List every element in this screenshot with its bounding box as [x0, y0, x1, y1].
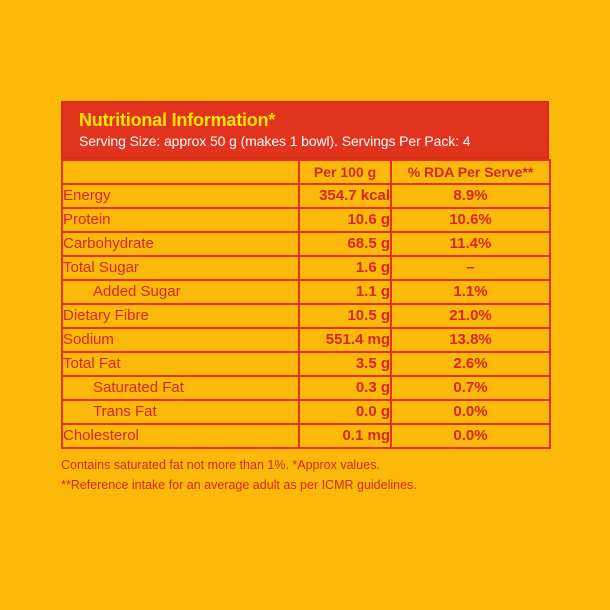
table-row: Total Sugar 1.6 g –: [61, 255, 551, 281]
per-100g-value: 0.1 mg: [298, 423, 392, 449]
rda-value: 1.1%: [390, 279, 551, 305]
per-100g-value: 68.5 g: [298, 231, 392, 257]
per-100g-value: 0.3 g: [298, 375, 392, 401]
table-row: Dietary Fibre 10.5 g 21.0%: [61, 303, 551, 329]
rda-value: 13.8%: [390, 327, 551, 353]
table-row: Trans Fat 0.0 g 0.0%: [61, 399, 551, 425]
nutrient-name: Dietary Fibre: [61, 303, 300, 329]
nutrition-title: Nutritional Information*: [79, 110, 276, 130]
table-row: Energy 354.7 kcal 8.9%: [61, 183, 551, 209]
serving-size-text: Serving Size: approx 50 g (makes 1 bowl)…: [79, 133, 471, 149]
nutrient-name: Saturated Fat: [61, 375, 300, 401]
nutrient-name: Carbohydrate: [61, 231, 300, 257]
table-row: Sodium 551.4 mg 13.8%: [61, 327, 551, 353]
nutrition-table: Per 100 g % RDA Per Serve** Energy 354.7 …: [61, 159, 551, 449]
table-row: Added Sugar 1.1 g 1.1%: [61, 279, 551, 305]
column-header-nutrient: [61, 159, 300, 185]
nutrition-table-body: Energy 354.7 kcal 8.9% Protein 10.6 g 10.6% Ca…: [61, 183, 551, 449]
nutrition-panel: Nutritional Information* Serving Size: a…: [61, 101, 551, 495]
column-header-per-100g: Per 100 g: [298, 159, 392, 185]
rda-value: 11.4%: [390, 231, 551, 257]
nutrition-header: Nutritional Information* Serving Size: a…: [61, 101, 549, 159]
per-100g-value: 354.7 kcal: [298, 183, 392, 209]
per-100g-value: 1.6 g: [298, 255, 392, 281]
per-100g-value: 0.0 g: [298, 399, 392, 425]
footnote: Contains saturated fat not more than 1%.…: [61, 458, 380, 472]
footnote: **Reference intake for an average adult …: [61, 478, 417, 492]
per-100g-value: 3.5 g: [298, 351, 392, 377]
table-header-row: Per 100 g % RDA Per Serve**: [61, 159, 551, 185]
rda-value: –: [390, 255, 551, 281]
per-100g-value: 10.6 g: [298, 207, 392, 233]
table-row: Total Fat 3.5 g 2.6%: [61, 351, 551, 377]
per-100g-value: 10.5 g: [298, 303, 392, 329]
table-row: Carbohydrate 68.5 g 11.4%: [61, 231, 551, 257]
table-row: Cholesterol 0.1 mg 0.0%: [61, 423, 551, 449]
nutrient-name: Total Fat: [61, 351, 300, 377]
nutrient-name: Energy: [61, 183, 300, 209]
nutrient-name: Trans Fat: [61, 399, 300, 425]
nutrient-name: Sodium: [61, 327, 300, 353]
rda-value: 8.9%: [390, 183, 551, 209]
nutrient-name: Cholesterol: [61, 423, 300, 449]
table-row: Protein 10.6 g 10.6%: [61, 207, 551, 233]
rda-value: 10.6%: [390, 207, 551, 233]
per-100g-value: 1.1 g: [298, 279, 392, 305]
table-row: Saturated Fat 0.3 g 0.7%: [61, 375, 551, 401]
nutrient-name: Protein: [61, 207, 300, 233]
rda-value: 0.0%: [390, 399, 551, 425]
rda-value: 21.0%: [390, 303, 551, 329]
rda-value: 0.0%: [390, 423, 551, 449]
per-100g-value: 551.4 mg: [298, 327, 392, 353]
nutrient-name: Added Sugar: [61, 279, 300, 305]
footnotes: Contains saturated fat not more than 1%.…: [61, 455, 549, 495]
rda-value: 0.7%: [390, 375, 551, 401]
nutrient-name: Total Sugar: [61, 255, 300, 281]
rda-value: 2.6%: [390, 351, 551, 377]
column-header-rda: % RDA Per Serve**: [390, 159, 551, 185]
